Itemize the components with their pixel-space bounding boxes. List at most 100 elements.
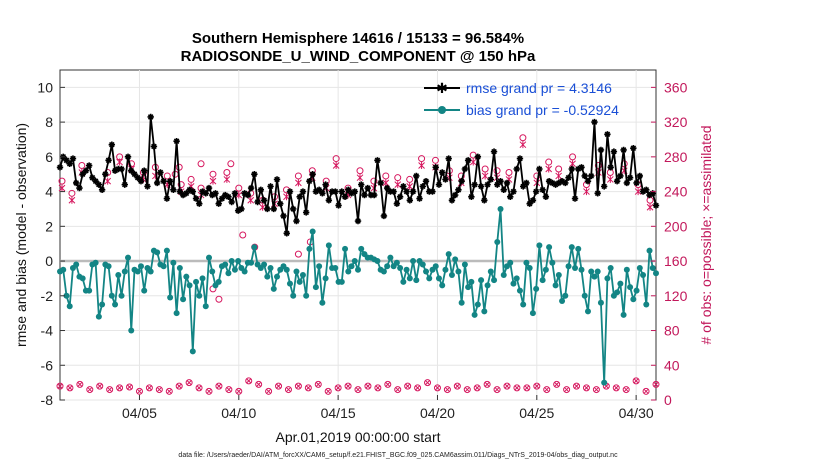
rmse-point-130 [477,183,485,190]
obs_possible_high-point-39 [545,158,553,166]
bias-point-83 [325,242,332,249]
rmse-point-50 [218,195,226,202]
obs-low-assimilated-26 [315,382,321,387]
bias-point-5 [73,261,80,268]
bias-point-176 [627,284,634,291]
rmse-point-138 [503,179,511,187]
obs-low-assimilated-35 [405,383,411,389]
obs-low-possible-21 [265,387,273,395]
bias-point-184 [653,270,659,277]
y-left-tick-label-6: 4 [45,184,53,200]
legend-bias-marker [438,106,446,114]
bias-point-53 [228,258,235,265]
rmse-point-85 [332,188,339,195]
y-right-tick-label-0: 0 [664,392,672,408]
obs_possible_high-point-14 [235,184,243,192]
obs-low-assimilated-25 [305,385,311,391]
rmse-point-142 [516,155,524,162]
obs-low-assimilated-4 [97,383,103,389]
rmse-point-15 [105,157,112,164]
x-axis-ticks: 04/05 04/10 04/15 04/20 04/25 04/30 [122,395,654,421]
rmse-point-77 [306,177,313,185]
bias-point-80 [316,263,323,270]
rmse-point-180 [639,188,647,195]
bias-point-19 [118,292,125,299]
bias-point-59 [248,259,255,266]
rmse-point-113 [422,177,430,185]
obs_possible_high-point-24 [356,167,364,175]
obs_possible_high-point-28 [406,175,414,183]
bias-point-163 [584,308,591,315]
rmse-point-169 [604,131,611,138]
obs-low-assimilated-15 [206,388,212,394]
bias-point-60 [251,244,258,251]
rmse-point-147 [532,188,540,195]
rmse-point-164 [588,172,595,180]
bias-point-140 [510,280,517,287]
obs_possible_high-point-8 [163,172,171,180]
obs_assimilated_high-point-18 [283,193,290,201]
y-right-tick-label-4: 160 [664,253,688,269]
rmse-point-70 [283,230,290,237]
bias-point-132 [484,282,491,289]
obs-low-possible-22 [275,382,283,390]
chart-title-line1: Southern Hemisphere 14616 / 15133 = 96.5… [192,30,524,47]
obs-low-assimilated-58 [633,378,639,384]
bias-point-98 [374,258,381,265]
obs-low-assimilated-9 [147,385,152,391]
obs_assimilated_high-point-29 [418,162,425,170]
bias-point-153 [552,282,559,289]
rmse-point-28 [147,113,154,121]
legend: ✱ rmse grand pr = 4.3146 bias grand pr =… [424,80,619,118]
rmse-point-64 [264,205,271,213]
bias-point-109 [410,258,417,265]
obs-low-assimilated-28 [335,385,341,391]
bias-point-157 [565,263,572,270]
bias-point-100 [380,268,387,275]
rmse-point-51 [221,191,229,199]
obs_outliers-point-5 [227,160,235,168]
rmse-point-136 [497,177,504,185]
obs-low-possible-28 [334,384,342,392]
rmse-point-33 [163,195,171,202]
obs-low-assimilated-30 [355,387,361,392]
bias-point-25 [137,263,144,270]
obs-low-possible-42 [473,384,481,392]
bias-point-64 [264,273,271,280]
bias-point-123 [455,268,462,275]
obs-low-assimilated-42 [474,385,480,391]
bias-point-54 [231,266,238,273]
obs_assimilated_high-point-12 [209,177,217,185]
rmse-point-6 [76,184,83,192]
obs-low-assimilated-38 [435,385,440,391]
bias-point-152 [549,259,556,266]
rmse-point-110 [413,172,420,180]
obs_possible_high-point-37 [519,134,527,142]
rmse-point-139 [507,193,514,200]
obs-low-assimilated-43 [484,382,490,387]
rmse-point-154 [555,179,563,187]
obs-low-possible-29 [344,382,352,390]
obs_assimilated_high-point-28 [406,182,414,190]
obs_assimilated_high-point-44 [606,175,614,183]
bias-point-67 [274,273,281,280]
obs_possible_high-point-22 [332,155,340,163]
obs_assimilated_high-point-3 [104,177,112,185]
bias-point-42 [193,278,200,285]
obs-low-possible-14 [195,384,203,392]
obs-low-possible-57 [622,386,630,394]
bias-point-116 [432,263,439,270]
bias-point-170 [607,265,614,271]
bias-point-28 [147,268,154,275]
rmse-point-109 [409,188,417,195]
obs_assimilated_high-point-15 [247,196,255,204]
bias-point-102 [387,254,394,261]
obs-low-possible-27 [324,387,332,395]
rmse-point-66 [270,205,277,213]
bias-point-182 [646,247,653,254]
rmse-point-84 [328,188,336,195]
bias-point-151 [546,244,553,251]
rmse-point-143 [519,183,527,190]
y-left-tick-label-3: -2 [41,288,54,304]
bias-point-129 [474,301,481,308]
